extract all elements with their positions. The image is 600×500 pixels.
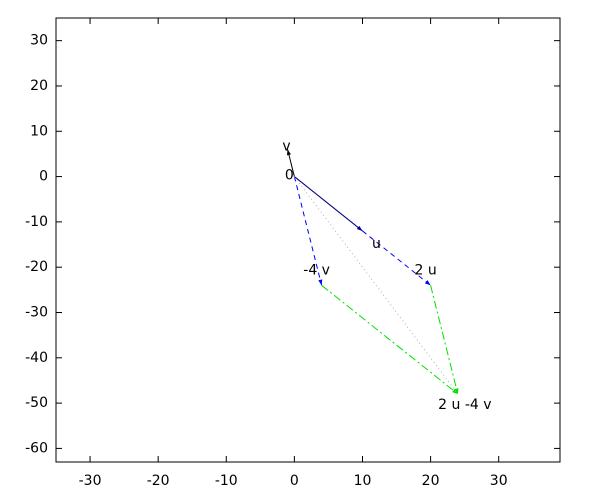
y-tick-label: 20	[30, 78, 48, 94]
y-tick-label: 30	[30, 33, 48, 49]
point-label: -4 v	[303, 262, 330, 278]
y-tick-label: -30	[25, 304, 48, 320]
y-tick-label: -10	[25, 214, 48, 230]
point-label: 0	[285, 168, 294, 184]
x-tick-label: -20	[147, 473, 170, 489]
x-tick-label: 30	[490, 473, 508, 489]
arrow-head	[452, 388, 458, 395]
plot-frame	[55, 17, 561, 463]
arrow-head	[286, 149, 291, 156]
vector	[321, 284, 459, 395]
vector	[430, 285, 459, 395]
arrow-head	[318, 279, 323, 286]
x-tick-label: -30	[79, 473, 102, 489]
point-label: 2 u	[414, 262, 436, 278]
vector	[362, 230, 431, 286]
x-tick-label: -10	[215, 473, 238, 489]
point-label: v	[282, 138, 290, 154]
y-tick-label: -50	[25, 395, 48, 411]
arrow-head	[424, 280, 431, 286]
point-label: u	[372, 236, 381, 252]
x-tick-label: 0	[290, 473, 299, 489]
y-tick-label: -20	[25, 259, 48, 275]
y-tick-label: 0	[39, 169, 48, 185]
x-tick-label: 20	[422, 473, 440, 489]
point-label: 2 u -4 v	[438, 397, 491, 413]
y-tick-label: -40	[25, 350, 48, 366]
y-tick-label: 10	[30, 123, 48, 139]
vector	[294, 176, 363, 232]
arrow-head	[454, 388, 459, 395]
y-tick-label: -60	[25, 440, 48, 456]
x-tick-label: 10	[354, 473, 372, 489]
arrow-head	[356, 225, 363, 231]
vector	[293, 176, 323, 286]
vector	[293, 176, 459, 395]
